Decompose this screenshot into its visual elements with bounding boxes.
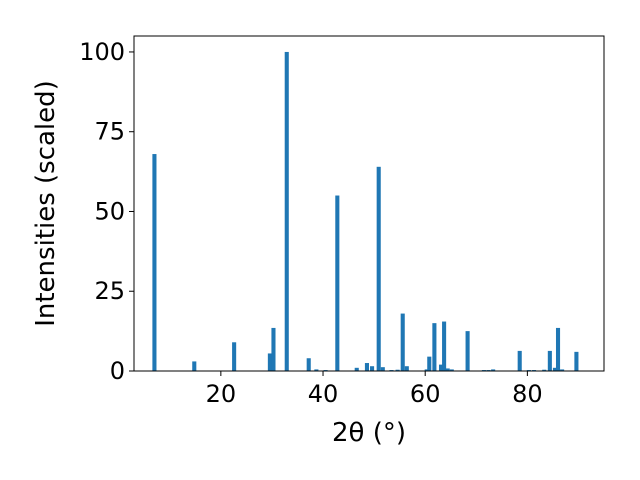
bar: [271, 327, 276, 371]
bar: [517, 350, 522, 371]
bar: [432, 323, 437, 371]
bar: [427, 356, 432, 371]
x-ticks-group: 20 40 60 80: [206, 371, 543, 408]
bar: [491, 369, 496, 371]
bar: [404, 366, 409, 371]
bar: [314, 369, 319, 371]
plot-frame: [133, 35, 605, 372]
y-tick-label: 25: [94, 277, 125, 305]
bar: [364, 363, 369, 371]
bar: [542, 369, 547, 371]
x-tick-label: 20: [206, 380, 237, 408]
bar: [395, 369, 400, 371]
bar: [424, 369, 429, 371]
bars-group: [152, 51, 579, 371]
y-tick-label: 100: [79, 38, 125, 66]
bar: [284, 51, 289, 371]
y-tick-label: 0: [110, 357, 125, 385]
bar: [267, 353, 272, 371]
bar: [442, 321, 447, 371]
bar: [555, 327, 561, 371]
bar: [232, 342, 237, 371]
bar: [445, 368, 450, 371]
bar: [400, 313, 405, 371]
bar: [547, 350, 552, 371]
bar: [192, 361, 197, 371]
y-ticks-group: 0 25 50 75 100: [79, 38, 134, 385]
bar: [552, 367, 557, 371]
bar: [465, 331, 470, 371]
bar: [370, 366, 375, 371]
bar: [449, 369, 454, 371]
x-tick-label: 60: [410, 380, 441, 408]
bar: [574, 351, 579, 371]
bar: [376, 166, 381, 371]
bar: [560, 369, 565, 371]
bar: [335, 195, 340, 371]
x-tick-label: 80: [512, 380, 543, 408]
x-axis-label: 2θ (°): [332, 418, 406, 448]
bar: [380, 367, 385, 371]
bar: [354, 367, 359, 371]
y-tick-label: 50: [94, 197, 125, 225]
bar: [152, 154, 157, 371]
y-axis-label: Intensities (scaled): [31, 80, 61, 327]
bar: [306, 358, 311, 371]
bar: [438, 364, 444, 371]
y-tick-label: 75: [94, 118, 125, 146]
x-tick-label: 40: [308, 380, 339, 408]
